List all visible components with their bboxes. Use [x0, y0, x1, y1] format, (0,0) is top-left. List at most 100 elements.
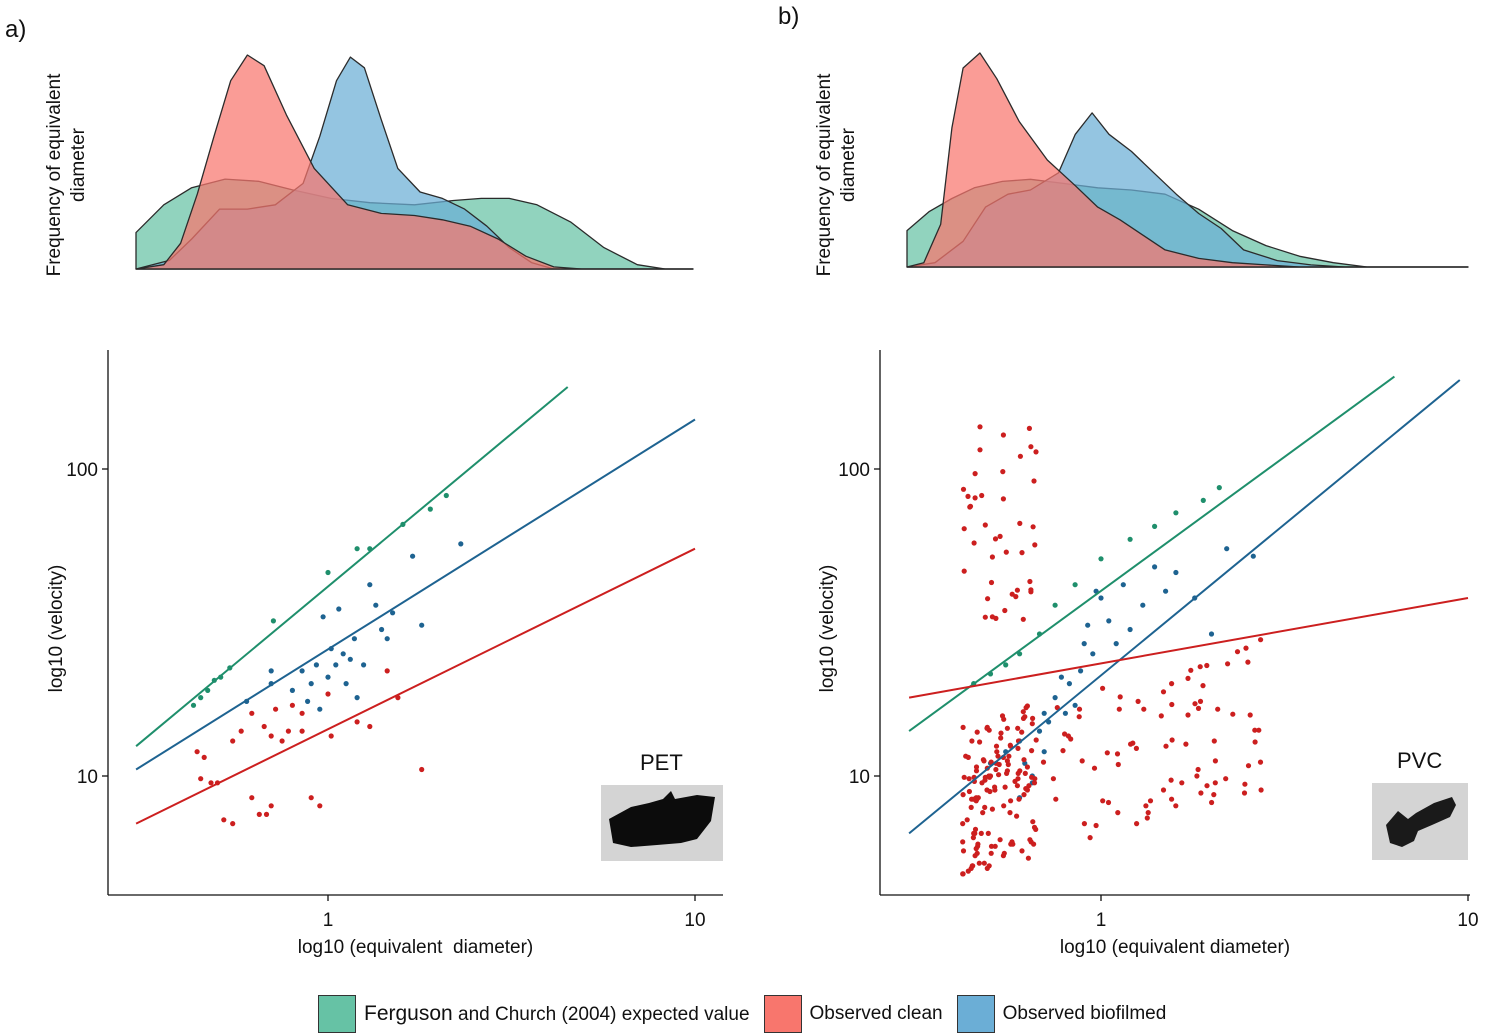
point-clean [1245, 763, 1252, 769]
point-clean [966, 788, 973, 795]
legend-label-ferguson-name: Ferguson [364, 1002, 453, 1025]
point-clean [1230, 711, 1236, 717]
point-clean [1081, 821, 1087, 827]
point-clean [1031, 780, 1038, 786]
point-clean [964, 817, 970, 823]
point-clean [279, 738, 285, 744]
point-clean [1105, 799, 1112, 806]
point-clean [1200, 683, 1206, 689]
point-biofilmed [390, 610, 396, 616]
point-clean [1087, 835, 1093, 841]
point-clean [268, 803, 274, 809]
point-clean [249, 710, 255, 716]
point-biofilmed [313, 662, 319, 668]
point-clean [1030, 524, 1036, 530]
point-clean [1026, 783, 1032, 789]
legend-label-ferguson: Ferguson and Church (2004) expected valu… [364, 1002, 750, 1026]
pet-label: PET [640, 750, 683, 775]
point-clean [1027, 837, 1033, 843]
point-ferguson [1052, 602, 1058, 608]
point-biofilmed [1173, 569, 1179, 576]
y-tick-label-10: 10 [77, 767, 98, 788]
point-clean [1258, 637, 1264, 643]
point-clean [965, 493, 971, 499]
point-clean [208, 780, 214, 786]
point-biofilmed [336, 606, 342, 612]
point-clean [1114, 751, 1121, 757]
point-clean [1000, 469, 1006, 475]
point-clean [984, 724, 990, 731]
panel-label-a: a) [5, 16, 27, 43]
point-biofilmed [1106, 618, 1112, 624]
point-biofilmed [1062, 710, 1068, 716]
point-clean [988, 579, 995, 586]
point-clean [419, 766, 425, 773]
point-clean [968, 804, 974, 811]
point-clean [1020, 709, 1026, 715]
point-clean [1241, 790, 1248, 796]
point-clean [1015, 745, 1021, 752]
point-clean [1006, 753, 1012, 759]
point-clean [995, 753, 1001, 759]
point-clean [221, 817, 227, 823]
point-clean [982, 777, 988, 783]
point-clean [1147, 798, 1154, 804]
point-clean [1116, 706, 1122, 712]
point-biofilmed [1250, 553, 1256, 559]
point-clean [992, 784, 998, 790]
point-ferguson [1216, 485, 1222, 491]
point-clean [1004, 725, 1011, 731]
point-clean [972, 495, 978, 501]
point-clean [982, 522, 988, 528]
point-clean [971, 830, 977, 837]
point-clean [1032, 542, 1038, 548]
point-clean [998, 730, 1004, 736]
density-curve-clean [135, 54, 694, 270]
point-clean [985, 830, 991, 837]
point-clean [1195, 705, 1202, 712]
point-clean [1185, 675, 1191, 682]
point-clean [1197, 664, 1203, 670]
point-clean [285, 728, 291, 734]
point-clean [982, 614, 988, 620]
point-clean [198, 776, 204, 782]
point-clean [273, 706, 279, 712]
point-clean [970, 835, 977, 841]
point-clean [973, 764, 980, 770]
point-clean [960, 871, 966, 877]
point-biofilmed [299, 668, 305, 674]
point-clean [1163, 743, 1169, 749]
point-clean [1021, 792, 1027, 798]
point-clean [1211, 792, 1217, 798]
point-clean [354, 719, 360, 725]
point-clean [1013, 594, 1019, 600]
point-biofilmed [410, 553, 416, 559]
point-clean [1017, 453, 1024, 459]
point-clean [1030, 715, 1036, 722]
point-clean [972, 471, 978, 477]
point-clean [965, 868, 971, 874]
point-biofilmed [1078, 668, 1084, 674]
density-curve-clean [906, 52, 1469, 268]
point-biofilmed [1072, 702, 1078, 708]
point-biofilmed [1081, 641, 1087, 647]
point-biofilmed [317, 706, 323, 712]
point-clean [970, 863, 976, 869]
point-clean [1031, 478, 1037, 484]
point-clean [308, 795, 314, 801]
point-biofilmed [361, 662, 367, 668]
point-clean [1169, 701, 1175, 708]
point-clean [299, 728, 305, 734]
pvc-label: PVC [1397, 748, 1443, 773]
point-clean [1019, 729, 1025, 735]
point-clean [1014, 587, 1021, 593]
point-biofilmed [373, 602, 379, 608]
point-clean [993, 743, 1000, 749]
point-biofilmed [340, 651, 346, 657]
point-clean [1020, 616, 1026, 622]
point-clean [977, 739, 983, 745]
point-clean [1225, 661, 1231, 667]
density-plot-a: Frequency of equivalent diameter [44, 54, 694, 276]
point-clean [1002, 607, 1008, 614]
